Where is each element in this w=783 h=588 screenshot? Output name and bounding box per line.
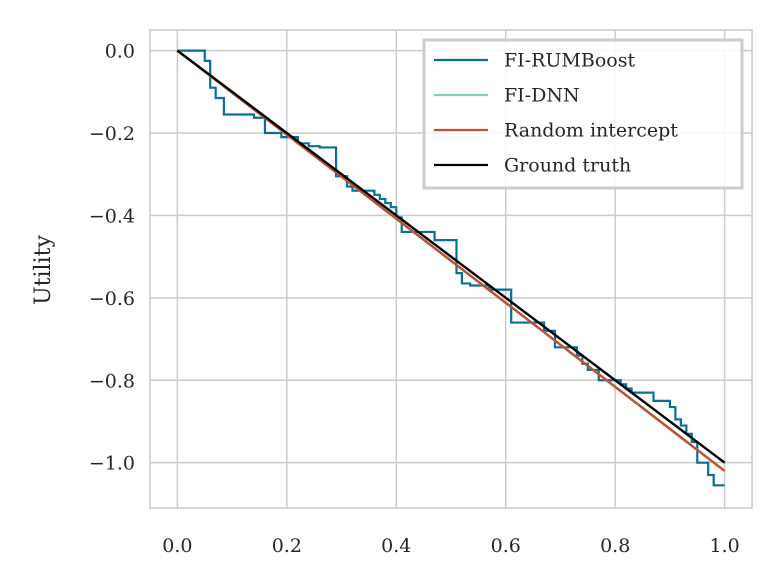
y-tick-label: −0.2 [89, 123, 135, 145]
legend-label-random-intercept: Random intercept [504, 120, 678, 142]
x-tick-label: 0.0 [162, 535, 192, 557]
legend-box [422, 38, 744, 190]
x-tick-label: 0.4 [381, 535, 411, 557]
x-tick-label: 0.8 [600, 535, 630, 557]
y-tick-label: −1.0 [89, 453, 135, 475]
y-tick-labels: 0.0 −0.2 −0.4 −0.6 −0.8 −1.0 [89, 41, 135, 475]
y-tick-label: −0.8 [89, 370, 135, 392]
y-tick-label: −0.6 [89, 288, 135, 310]
legend-label-fi-rumboost: FI-RUMBoost [504, 50, 635, 72]
x-tick-label: 0.6 [491, 535, 521, 557]
series-lines [176, 49, 726, 487]
y-tick-label: −0.4 [89, 205, 135, 227]
x-tick-label: 0.2 [272, 535, 302, 557]
y-tick-label: 0.0 [105, 41, 135, 63]
y-axis-label: Utility [31, 235, 56, 305]
legend: FI-RUMBoost FI-DNN Random intercept Grou… [422, 38, 744, 190]
legend-label-ground-truth: Ground truth [504, 155, 631, 177]
series-line-ground-truth [176, 49, 726, 464]
x-tick-label: 1.0 [710, 535, 740, 557]
legend-label-fi-dnn: FI-DNN [504, 85, 580, 107]
x-tick-labels: 0.0 0.2 0.4 0.6 0.8 1.0 [162, 535, 739, 557]
